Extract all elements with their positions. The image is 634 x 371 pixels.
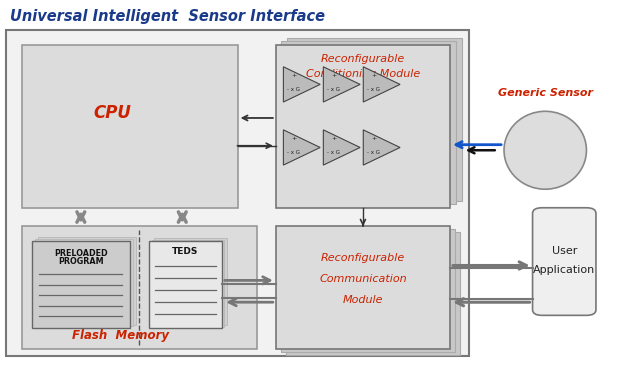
Text: +: + [291,136,296,141]
Bar [276,226,450,349]
Polygon shape [363,67,400,102]
Text: - x G: - x G [327,150,340,155]
Bar [22,226,257,349]
FancyBboxPatch shape [533,208,596,315]
Text: Universal Intelligent  Sensor Interface: Universal Intelligent Sensor Interface [10,9,325,24]
Bar [6,30,469,356]
Text: +: + [371,136,376,141]
Text: +: + [371,73,376,78]
Text: Communication: Communication [319,274,407,284]
Text: - x G: - x G [367,87,380,92]
Text: +: + [331,136,336,141]
Ellipse shape [504,111,586,189]
Text: Reconfigurable: Reconfigurable [321,253,405,263]
Bar [149,241,222,328]
Text: Flash  Memory: Flash Memory [72,329,169,342]
Bar [287,38,462,201]
Bar [276,45,450,208]
Text: Generic Sensor: Generic Sensor [498,88,593,98]
Text: +: + [291,73,296,78]
Bar [22,45,238,208]
Bar [281,41,456,204]
Polygon shape [283,130,320,165]
Polygon shape [323,67,360,102]
Text: Reconfigurable: Reconfigurable [321,54,405,64]
Text: Application: Application [533,265,595,275]
Bar [152,240,224,327]
Bar [281,229,455,352]
Text: Conditioning Module: Conditioning Module [306,69,420,79]
Text: +: + [331,73,336,78]
Bar [32,241,130,328]
Polygon shape [363,130,400,165]
Text: PRELOADED: PRELOADED [54,249,108,258]
Text: - x G: - x G [367,150,380,155]
Bar [38,237,136,325]
Polygon shape [323,130,360,165]
Text: - x G: - x G [327,87,340,92]
Text: Module: Module [343,295,383,305]
Bar [35,239,133,326]
Bar [286,232,460,355]
Text: - x G: - x G [287,87,300,92]
Bar [154,238,227,325]
Text: PROGRAM: PROGRAM [58,257,103,266]
Text: TEDS: TEDS [172,247,198,256]
Polygon shape [283,67,320,102]
Text: User: User [552,246,577,256]
Text: CPU: CPU [94,104,132,122]
Text: - x G: - x G [287,150,300,155]
